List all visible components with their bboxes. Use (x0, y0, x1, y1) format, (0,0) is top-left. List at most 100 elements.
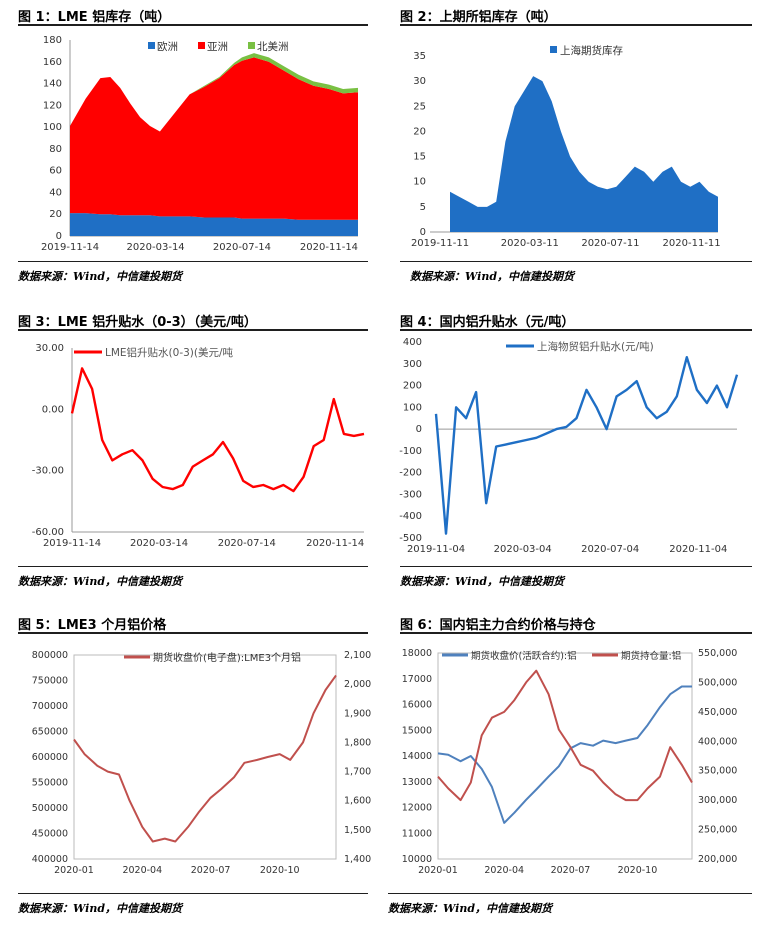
title-rule-p5 (18, 632, 368, 634)
y-tick-label-left: 10000 (402, 854, 432, 865)
x-tick-label: 2020-03-04 (494, 544, 552, 555)
chart-title-p4: 图 4：国内铝升贴水（元/吨） (400, 315, 575, 330)
y-tick-label-left: 16000 (402, 700, 432, 711)
y-tick-label-left: 500000 (32, 803, 68, 814)
area-asia (70, 57, 358, 220)
x-tick-label: 2020-01 (418, 865, 458, 876)
plot-frame (437, 652, 693, 860)
y-tick-label: 10 (413, 177, 426, 188)
chart-p2: 0 5 10 15 20 25 30 35 2019-11-11 2020-03-11 2020-0… (411, 44, 721, 249)
y-tick-label-right: 1,700 (344, 767, 371, 778)
x-tick-label: 2020-07-14 (218, 538, 276, 549)
y-tick-label: 300 (403, 359, 422, 370)
y-tick-label-left: 600000 (32, 752, 68, 763)
x-tick-label: 2019-11-14 (43, 538, 101, 549)
title-rule-p6 (400, 632, 752, 634)
y-tick-label: 200 (403, 381, 422, 392)
y-tick-label-left: 700000 (32, 701, 68, 712)
source-note-p2: 数据来源：Wind，中信建投期货 (410, 270, 575, 283)
y-tick-label-left: 13000 (402, 777, 432, 788)
source-rule-p3 (18, 566, 368, 567)
legend-swatch (148, 42, 155, 49)
x-tick-label: 2020-07-14 (213, 242, 271, 253)
chart-p4: -500 -400 -300 -200 -100 0 100 200 300 400 2019-11… (399, 337, 739, 555)
title-rule-p4 (400, 329, 752, 331)
series-line-shanghai-premium (434, 356, 739, 535)
source-note-p1: 数据来源：Wind，中信建投期货 (18, 270, 183, 283)
y-tick-label: 120 (43, 100, 62, 111)
x-tick-label: 2020-10 (260, 865, 300, 876)
y-tick-label-left: 17000 (402, 674, 432, 685)
y-tick-label-right: 1,400 (344, 854, 371, 865)
x-tick-label: 2019-11-04 (407, 544, 465, 555)
source-note-p3: 数据来源：Wind，中信建投期货 (18, 575, 183, 588)
y-tick-label-left: 12000 (402, 803, 432, 814)
x-tick-label: 2020-03-14 (130, 538, 188, 549)
y-tick-label: 20 (413, 126, 426, 137)
y-tick-label-right: 550,000 (698, 648, 737, 659)
chart-p1: 0 20 40 60 80 100 120 140 160 180 2019-11-14 2020-0… (41, 35, 358, 253)
y-tick-label-right: 1,900 (344, 708, 371, 719)
x-tick-label: 2020-03-14 (127, 242, 185, 253)
y-tick-label: 180 (43, 35, 62, 46)
chart-p3: -60.00 -30.00 0.00 30.00 2019-11-14 2020-03-1… (32, 343, 365, 549)
title-rule-p1 (18, 24, 368, 26)
y-tick-label-left: 800000 (32, 650, 68, 661)
source-rule-p4 (400, 566, 752, 567)
legend-swatch (198, 42, 205, 49)
title-rule-p2 (400, 24, 752, 26)
y-tick-label: 0 (56, 231, 62, 242)
legend-label: 期货持仓量:铝 (621, 650, 681, 662)
y-tick-label: -30.00 (32, 466, 64, 477)
series-line-open-interest (437, 669, 693, 802)
legend-label: 亚洲 (207, 41, 228, 53)
y-tick-label: 5 (420, 202, 426, 213)
y-tick-label: 140 (43, 79, 62, 90)
x-tick-label: 2020-07 (191, 865, 231, 876)
plot-frame (73, 654, 337, 860)
y-tick-label: 0 (420, 227, 426, 238)
y-tick-label-right: 1,800 (344, 737, 371, 748)
y-tick-label: 25 (413, 101, 426, 112)
y-tick-label-left: 18000 (402, 648, 432, 659)
x-tick-label: 2019-11-14 (41, 242, 99, 253)
chart-p6: 10000 11000 12000 13000 14000 15000 16000 17000… (402, 648, 738, 876)
y-tick-label-left: 15000 (402, 725, 432, 736)
x-tick-label: 2020-01 (54, 865, 94, 876)
area-europe (70, 213, 358, 236)
x-tick-label: 2019-11-11 (411, 238, 469, 249)
y-tick-label-left: 750000 (32, 676, 68, 687)
x-tick-label: 2020-07-11 (581, 238, 639, 249)
y-tick-label: 15 (413, 152, 426, 163)
chart-title-p3: 图 3：LME 铝升贴水（0-3）（美元/吨） (18, 315, 257, 330)
legend-swatch (550, 46, 557, 53)
y-tick-label: 160 (43, 57, 62, 68)
legend-label: 上海物贸铝升贴水(元/吨) (537, 340, 654, 353)
y-tick-label-left: 550000 (32, 778, 68, 789)
chart-title-p6: 图 6：国内铝主力合约价格与持仓 (400, 618, 596, 633)
y-tick-label-right: 2,100 (344, 650, 371, 661)
y-tick-label: -100 (399, 446, 422, 457)
series-line-price (437, 685, 692, 824)
y-tick-label-right: 400,000 (698, 736, 737, 747)
legend-swatch (248, 42, 255, 49)
y-tick-label-left: 11000 (402, 828, 432, 839)
area-shfe-stock (450, 76, 718, 232)
source-rule-p6 (388, 893, 752, 894)
y-tick-label-right: 200,000 (698, 854, 737, 865)
x-tick-label: 2020-11-04 (669, 544, 727, 555)
y-tick-label-right: 300,000 (698, 795, 737, 806)
legend-label: 北美洲 (257, 40, 289, 53)
legend-label: 欧洲 (157, 41, 178, 53)
y-tick-label-right: 450,000 (698, 707, 737, 718)
y-tick-label-left: 14000 (402, 751, 432, 762)
y-tick-label: 400 (403, 337, 422, 348)
chart-title-p2: 图 2：上期所铝库存（吨） (400, 10, 557, 25)
x-tick-label: 2020-03-11 (501, 238, 559, 249)
source-note-p6: 数据来源：Wind，中信建投期货 (388, 902, 553, 915)
y-tick-label: -300 (399, 489, 422, 500)
y-tick-label: 30.00 (35, 343, 64, 354)
x-tick-label: 2020-11-11 (663, 238, 721, 249)
source-note-p5: 数据来源：Wind，中信建投期货 (18, 902, 183, 915)
y-tick-label: 100 (403, 402, 422, 413)
